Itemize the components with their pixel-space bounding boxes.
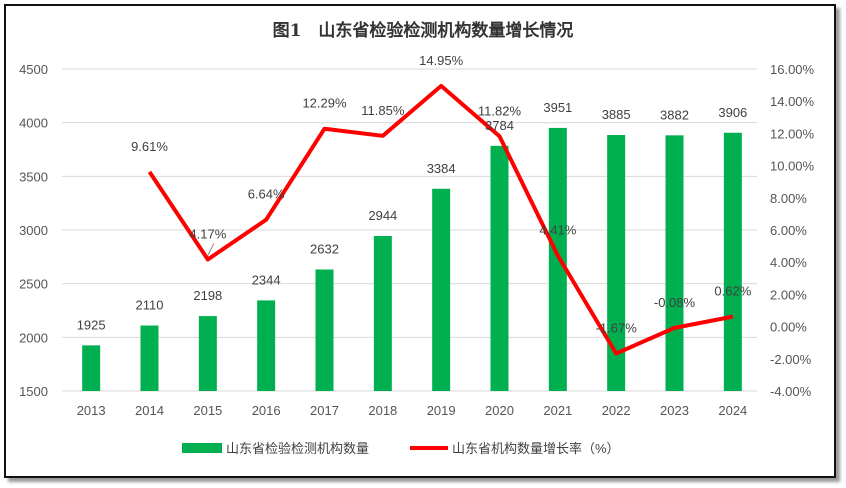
bar bbox=[432, 188, 451, 391]
bar-label: 2198 bbox=[193, 288, 222, 303]
bar bbox=[490, 145, 509, 391]
bar-label: 2632 bbox=[310, 241, 339, 256]
y-left-tick: 3500 bbox=[19, 169, 48, 184]
bar-label: 3384 bbox=[427, 161, 456, 176]
legend-bar-swatch bbox=[182, 443, 222, 453]
x-tick: 2019 bbox=[427, 403, 456, 418]
line-label: 11.85% bbox=[361, 103, 405, 118]
bar bbox=[82, 345, 101, 391]
bar-label: 2944 bbox=[368, 208, 397, 223]
bar-label: 3882 bbox=[660, 107, 689, 122]
bar bbox=[607, 135, 626, 391]
growth-rate-line bbox=[147, 83, 734, 356]
bar bbox=[665, 135, 684, 391]
x-tick: 2024 bbox=[718, 403, 747, 418]
bar bbox=[140, 325, 159, 391]
line-label: 4.17% bbox=[189, 226, 226, 241]
bar-label: 2344 bbox=[252, 272, 281, 287]
y-left-tick: 2500 bbox=[19, 277, 48, 292]
x-tick: 2022 bbox=[602, 403, 631, 418]
bar bbox=[198, 316, 217, 391]
bar bbox=[373, 236, 392, 391]
x-tick: 2017 bbox=[310, 403, 339, 418]
line-label: -0.08% bbox=[654, 295, 696, 310]
x-tick: 2020 bbox=[485, 403, 514, 418]
legend-line-label: 山东省机构数量增长率（%） bbox=[452, 441, 620, 456]
bar bbox=[257, 300, 276, 391]
y-right-tick: 14.00% bbox=[770, 94, 815, 109]
line-label: 9.61% bbox=[131, 139, 168, 154]
line-label: 11.82% bbox=[478, 103, 522, 118]
line-label: 12.29% bbox=[302, 96, 347, 111]
chart-frame bbox=[4, 4, 836, 478]
legend: 山东省检验检测机构数量 山东省机构数量增长率（%） bbox=[182, 441, 620, 456]
line-label: 6.64% bbox=[248, 187, 285, 202]
bar bbox=[723, 132, 742, 392]
chart-title: 图1 山东省检验检测机构数量增长情况 bbox=[273, 20, 574, 41]
x-tick: 2014 bbox=[135, 403, 164, 418]
y-right-tick: 2.00% bbox=[770, 287, 807, 302]
x-tick: 2013 bbox=[77, 403, 106, 418]
label-leader-line bbox=[207, 243, 215, 256]
y-right-tick: 4.00% bbox=[770, 255, 807, 270]
bar-label: 3885 bbox=[602, 107, 631, 122]
y-left-tick: 3000 bbox=[19, 223, 48, 238]
y-right-tick: 0.00% bbox=[770, 320, 807, 335]
y-right-tick: -4.00% bbox=[770, 384, 812, 399]
y-left-tick: 4000 bbox=[19, 116, 48, 131]
x-tick: 2015 bbox=[193, 403, 222, 418]
x-tick: 2023 bbox=[660, 403, 689, 418]
y-right-tick: 6.00% bbox=[770, 223, 807, 238]
x-tick: 2021 bbox=[543, 403, 572, 418]
bar-label: 3951 bbox=[543, 100, 572, 115]
line-label: 14.95% bbox=[419, 53, 464, 68]
y-right-tick: -2.00% bbox=[770, 352, 812, 367]
bar-label: 1925 bbox=[77, 317, 106, 332]
bar-label: 3906 bbox=[718, 105, 747, 120]
bar-label: 2110 bbox=[136, 298, 164, 313]
y-right-tick: 12.00% bbox=[770, 126, 815, 141]
bar bbox=[315, 269, 334, 391]
x-tick: 2016 bbox=[252, 403, 281, 418]
line-label: 4.41% bbox=[539, 223, 576, 238]
y-right-tick: 8.00% bbox=[770, 191, 807, 206]
line-label: 0.62% bbox=[714, 284, 751, 299]
y-left-tick: 2000 bbox=[19, 330, 48, 345]
line-label: -1.67% bbox=[596, 320, 638, 335]
x-tick: 2018 bbox=[368, 403, 397, 418]
y-right-tick: 16.00% bbox=[770, 62, 815, 77]
y-left-tick: 1500 bbox=[19, 384, 48, 399]
legend-bar-label: 山东省检验检测机构数量 bbox=[226, 441, 369, 456]
y-right-tick: 10.00% bbox=[770, 159, 815, 174]
y-left-tick: 4500 bbox=[19, 62, 48, 77]
bar-label: 3784 bbox=[485, 118, 514, 133]
